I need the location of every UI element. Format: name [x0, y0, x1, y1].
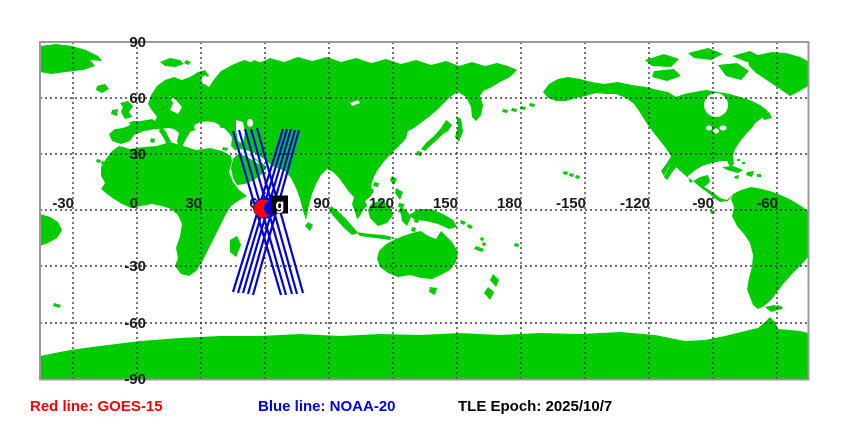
landmass-tasmania — [429, 287, 437, 295]
islands-canadian-arctic — [645, 48, 772, 120]
islands-caribbean — [722, 159, 761, 179]
landmass-british-isles — [111, 101, 133, 119]
latitude-labels: 90 60 30 -30 -60 -90 — [124, 34, 146, 388]
map-border — [39, 41, 810, 381]
islands-south-atlantic — [53, 303, 783, 310]
lon-label-150: 150 — [433, 195, 458, 212]
great-lake-1 — [706, 125, 712, 131]
landmass-antarctica — [40, 317, 808, 379]
landmass-sri-lanka — [305, 222, 313, 231]
landmass-south-america — [731, 187, 808, 309]
landmass-sakhalin — [455, 116, 463, 142]
landmass-africa — [101, 142, 247, 276]
baltic-sea — [169, 96, 182, 114]
landmass-iceland — [96, 84, 109, 93]
landmass-new-zealand — [484, 274, 499, 300]
landmass-madagascar — [230, 236, 241, 257]
lat-label-60: 60 — [129, 90, 146, 107]
landmass-taiwan-hainan — [373, 176, 397, 187]
legend-tle-epoch-label: TLE Epoch: 2025/10/7 — [458, 398, 613, 415]
black-sea — [194, 121, 220, 133]
lat-label--30: -30 — [124, 258, 146, 275]
legend-noaa20-label: Blue line: NOAA-20 — [258, 398, 396, 415]
lake-baikal — [350, 100, 360, 106]
landmass-svalbard — [160, 58, 191, 67]
great-lake-2 — [713, 128, 719, 134]
lon-label--30: -30 — [52, 195, 74, 212]
landmass-north-america — [543, 77, 768, 202]
lat-label-90: 90 — [129, 34, 146, 51]
aral-sea — [247, 119, 253, 127]
islands-philippines — [395, 188, 407, 216]
lat-label--60: -60 — [124, 315, 146, 332]
lon-label-120: 120 — [369, 195, 394, 212]
landmass-new-guinea — [409, 209, 457, 229]
hudson-bay — [704, 93, 728, 117]
lat-label-30: 30 — [129, 146, 146, 163]
legend-goes15-label: Red line: GOES-15 — [30, 398, 163, 415]
landmass-japan — [416, 120, 452, 156]
great-lake-3 — [719, 125, 727, 131]
landmass-baja — [664, 162, 677, 180]
islands-melanesia — [460, 220, 519, 252]
landmass-australia — [377, 231, 458, 279]
landmass-brazil-east-tip — [40, 214, 62, 246]
landmasses — [40, 44, 808, 379]
landmass-greenland-west — [748, 52, 808, 96]
lon-label--120: -120 — [620, 195, 650, 212]
white-sea — [201, 75, 209, 85]
islands-canary — [96, 159, 106, 165]
subpoint-markers: g — [253, 195, 288, 219]
lon-label-30: 30 — [185, 195, 202, 212]
lon-label-0: 0 — [130, 195, 138, 212]
station-marker — [271, 195, 288, 214]
lon-label--60: -60 — [756, 195, 778, 212]
station-marker-label: g — [275, 196, 284, 214]
lon-label-180: 180 — [497, 195, 522, 212]
lon-label--150: -150 — [556, 195, 586, 212]
inland-waters — [169, 75, 728, 165]
lon-label-90: 90 — [313, 195, 330, 212]
lat-label--90: -90 — [124, 371, 146, 388]
lon-label--90: -90 — [692, 195, 714, 212]
landmass-greenland-east — [40, 44, 102, 74]
